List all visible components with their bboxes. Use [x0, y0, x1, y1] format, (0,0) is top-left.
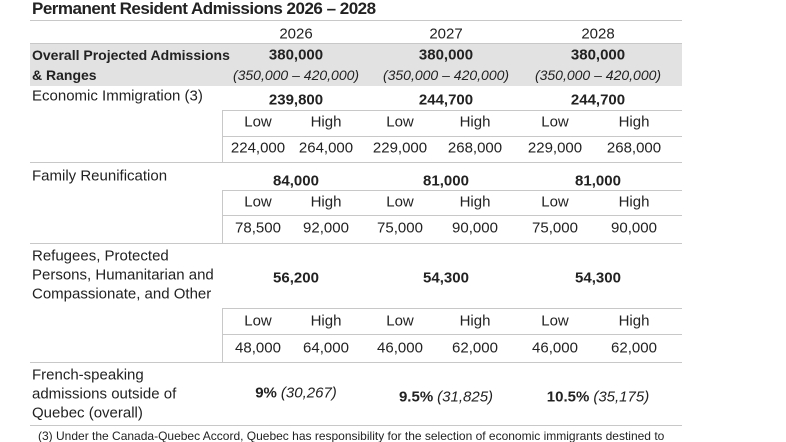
rule — [222, 110, 223, 162]
french-count: (31,825) — [437, 388, 494, 406]
low-value: 78,500 — [235, 219, 281, 237]
low-value: 75,000 — [377, 219, 423, 237]
row-label: Compassionate, and Other — [32, 285, 212, 303]
sub-header: High — [310, 193, 342, 211]
total: 56,200 — [273, 269, 319, 287]
rule — [222, 215, 682, 216]
sub-header: Low — [386, 193, 414, 211]
french-count: (30,267) — [280, 384, 337, 402]
low-value: 224,000 — [230, 139, 286, 157]
footnote: (3) Under the Canada-Quebec Accord, Queb… — [38, 429, 665, 442]
french-count: (35,175) — [593, 388, 650, 406]
high-value: 268,000 — [447, 139, 503, 157]
high-value: 62,000 — [611, 339, 657, 357]
rule — [30, 243, 682, 244]
rule — [30, 362, 682, 363]
total: 244,700 — [418, 91, 474, 109]
range: (350,000 – 420,000) — [382, 67, 510, 83]
sub-header: High — [310, 312, 342, 330]
total: 244,700 — [570, 91, 626, 109]
total: 84,000 — [273, 172, 319, 190]
total: 380,000 — [268, 46, 324, 64]
french-pct: 9.5% — [398, 388, 434, 406]
row-label: Persons, Humanitarian and — [32, 266, 214, 284]
high-value: 264,000 — [298, 139, 354, 157]
french-value: 9% (30,267) — [255, 385, 337, 402]
total: 239,800 — [268, 91, 324, 109]
low-value: 48,000 — [235, 339, 281, 357]
sub-header: Low — [541, 312, 569, 330]
sub-header: Low — [386, 113, 414, 131]
rule — [222, 136, 682, 137]
total: 380,000 — [570, 46, 626, 64]
row-label: Quebec (overall) — [32, 404, 143, 422]
total: 54,300 — [575, 269, 621, 287]
french-pct: 10.5% — [546, 388, 590, 406]
low-value: 46,000 — [532, 339, 578, 357]
high-value: 90,000 — [611, 219, 657, 237]
french-pct: 9% — [255, 384, 277, 402]
overall-background — [30, 44, 682, 86]
high-value: 268,000 — [606, 139, 662, 157]
rule — [222, 308, 223, 362]
sub-header: Low — [386, 312, 414, 330]
sub-header: High — [618, 113, 650, 131]
title: Permanent Resident Admissions 2026 – 202… — [32, 0, 376, 18]
sub-header: Low — [244, 193, 272, 211]
french-value: 10.5% (35,175) — [547, 389, 649, 406]
sub-header: High — [459, 113, 491, 131]
sub-header: High — [310, 113, 342, 131]
total: 81,000 — [423, 172, 469, 190]
range: (350,000 – 420,000) — [232, 67, 360, 83]
sub-header: Low — [244, 312, 272, 330]
french-value: 9.5% (31,825) — [399, 389, 493, 406]
rule — [222, 308, 682, 309]
low-value: 75,000 — [532, 219, 578, 237]
sub-header: Low — [541, 193, 569, 211]
total: 81,000 — [575, 172, 621, 190]
row-label: & Ranges — [32, 67, 97, 83]
column-header: 2027 — [429, 25, 463, 43]
row-label: Economic Immigration (3) — [32, 87, 203, 105]
high-value: 90,000 — [452, 219, 498, 237]
sub-header: High — [618, 312, 650, 330]
sub-header: Low — [541, 113, 569, 131]
sub-header: Low — [244, 113, 272, 131]
high-value: 64,000 — [303, 339, 349, 357]
low-value: 229,000 — [372, 139, 428, 157]
rule — [222, 190, 223, 243]
rule — [222, 190, 682, 191]
low-value: 46,000 — [377, 339, 423, 357]
rule — [222, 110, 682, 111]
sub-header: High — [459, 312, 491, 330]
total: 380,000 — [418, 46, 474, 64]
rule — [30, 425, 682, 426]
range: (350,000 – 420,000) — [534, 67, 662, 83]
row-label: admissions outside of — [32, 385, 177, 403]
sub-header: High — [618, 193, 650, 211]
rule — [30, 162, 682, 163]
rule — [30, 43, 682, 44]
row-label: Overall Projected Admissions — [32, 47, 230, 63]
column-header: 2028 — [581, 25, 615, 43]
sub-header: High — [459, 193, 491, 211]
high-value: 62,000 — [452, 339, 498, 357]
column-header: 2026 — [279, 25, 313, 43]
total: 54,300 — [423, 269, 469, 287]
row-label: Family Reunification — [32, 167, 168, 185]
rule — [222, 334, 682, 335]
rule — [30, 20, 682, 21]
row-label: French-speaking — [32, 366, 144, 384]
low-value: 229,000 — [527, 139, 583, 157]
row-label: Refugees, Protected — [32, 247, 169, 265]
high-value: 92,000 — [303, 219, 349, 237]
